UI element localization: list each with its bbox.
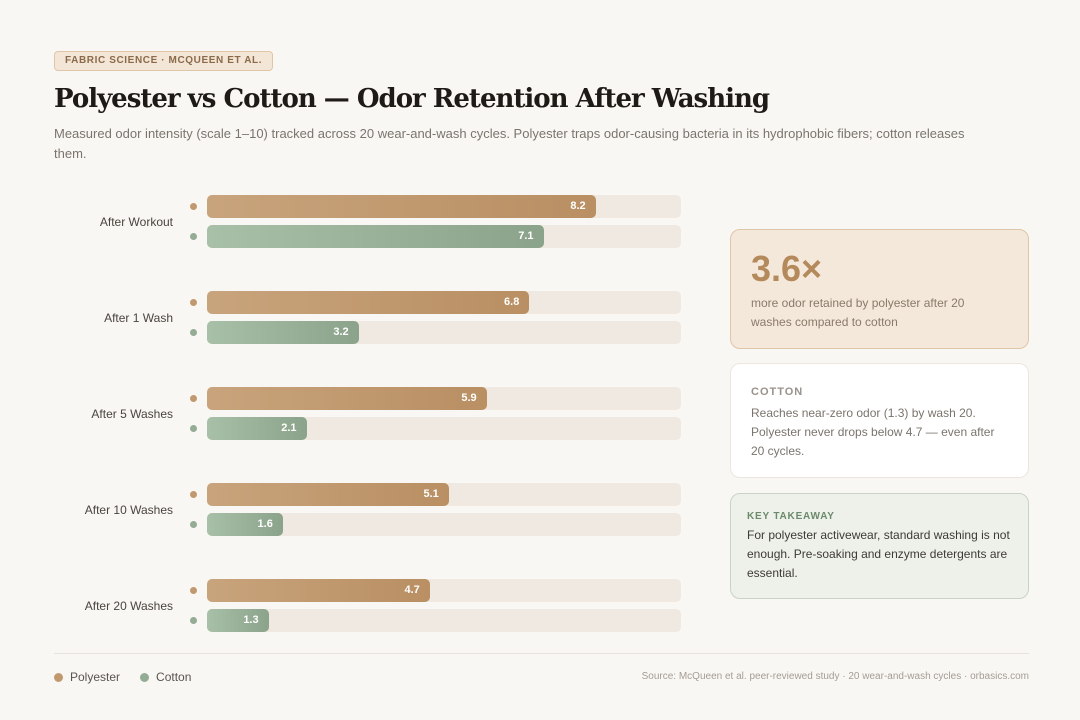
polyester-dot (190, 299, 197, 306)
bar-chart: After Workout 8.2 7.1 After 1 Wash 6.8 3.2 Aft… (0, 180, 700, 650)
legend: Polyester Cotton (54, 670, 191, 684)
polyester-bar: 4.7 (207, 579, 430, 602)
bar-track: 5.1 (207, 483, 681, 506)
category-label: After 20 Washes (84, 599, 173, 613)
cotton-bar: 1.6 (207, 513, 283, 536)
category-label: After 10 Washes (84, 503, 173, 517)
stat-text: more odor retained by polyester after 20… (751, 296, 965, 329)
cotton-dot (190, 521, 197, 528)
data-label: 8.2 (570, 200, 586, 212)
data-label: 1.6 (257, 518, 273, 530)
takeaway-text: For polyester activewear, standard washi… (747, 528, 1010, 580)
data-label: 5.9 (461, 392, 477, 404)
cotton-bar: 3.2 (207, 321, 359, 344)
category-label: After Workout (99, 215, 173, 229)
bar-track: 2.1 (207, 417, 681, 440)
cotton-dot (190, 617, 197, 624)
data-label: 7.1 (518, 230, 534, 242)
legend-item-cotton: Cotton (140, 670, 191, 684)
data-label: 3.2 (333, 326, 349, 338)
data-label: 5.1 (423, 488, 439, 500)
cotton-dot (190, 425, 197, 432)
category-label: After 5 Washes (91, 407, 173, 421)
category-badge: FABRIC SCIENCE · MCQUEEN ET AL. (54, 51, 274, 71)
takeaway-card: KEY TAKEAWAY For polyester activewear, s… (730, 493, 1029, 599)
polyester-dot (190, 491, 197, 498)
cotton-dot (190, 233, 197, 240)
cotton-text: Reaches near-zero odor (1.3) by wash 20.… (751, 406, 995, 458)
polyester-swatch (54, 673, 63, 682)
bar-track: 4.7 (207, 579, 681, 602)
bar-track: 3.2 (207, 321, 681, 344)
cotton-bar: 7.1 (207, 225, 544, 248)
bar-track: 5.9 (207, 387, 681, 410)
category-label: After 1 Wash (104, 311, 173, 325)
data-label: 4.7 (404, 584, 420, 596)
bar-track: 6.8 (207, 291, 681, 314)
divider (54, 653, 1029, 654)
cotton-bar: 2.1 (207, 417, 307, 440)
cotton-dot (190, 329, 197, 336)
page-title: Polyester vs Cotton — Odor Retention Aft… (54, 84, 770, 114)
polyester-bar: 6.8 (207, 291, 530, 314)
stat-value: 3.6× (751, 248, 823, 289)
polyester-dot (190, 203, 197, 210)
stat-card: 3.6× more odor retained by polyester aft… (730, 229, 1029, 349)
polyester-dot (190, 587, 197, 594)
polyester-bar: 5.1 (207, 483, 449, 506)
data-label: 6.8 (504, 296, 520, 308)
source-note: Source: McQueen et al. peer-reviewed stu… (641, 671, 1029, 682)
cotton-bar: 1.3 (207, 609, 269, 632)
data-label: 2.1 (281, 422, 297, 434)
polyester-bar: 8.2 (207, 195, 596, 218)
bar-track: 8.2 (207, 195, 681, 218)
legend-item-polyester: Polyester (54, 670, 120, 684)
takeaway-heading: KEY TAKEAWAY (747, 511, 835, 522)
bar-track: 1.6 (207, 513, 681, 536)
bar-track: 1.3 (207, 609, 681, 632)
bar-track: 7.1 (207, 225, 681, 248)
data-label: 1.3 (243, 614, 259, 626)
cotton-swatch (140, 673, 150, 682)
cotton-heading: COTTON (751, 386, 804, 398)
polyester-dot (190, 395, 197, 402)
cotton-card: COTTON Reaches near-zero odor (1.3) by w… (730, 363, 1029, 478)
subtitle: Measured odor intensity (scale 1–10) tra… (54, 126, 965, 161)
polyester-bar: 5.9 (207, 387, 487, 410)
